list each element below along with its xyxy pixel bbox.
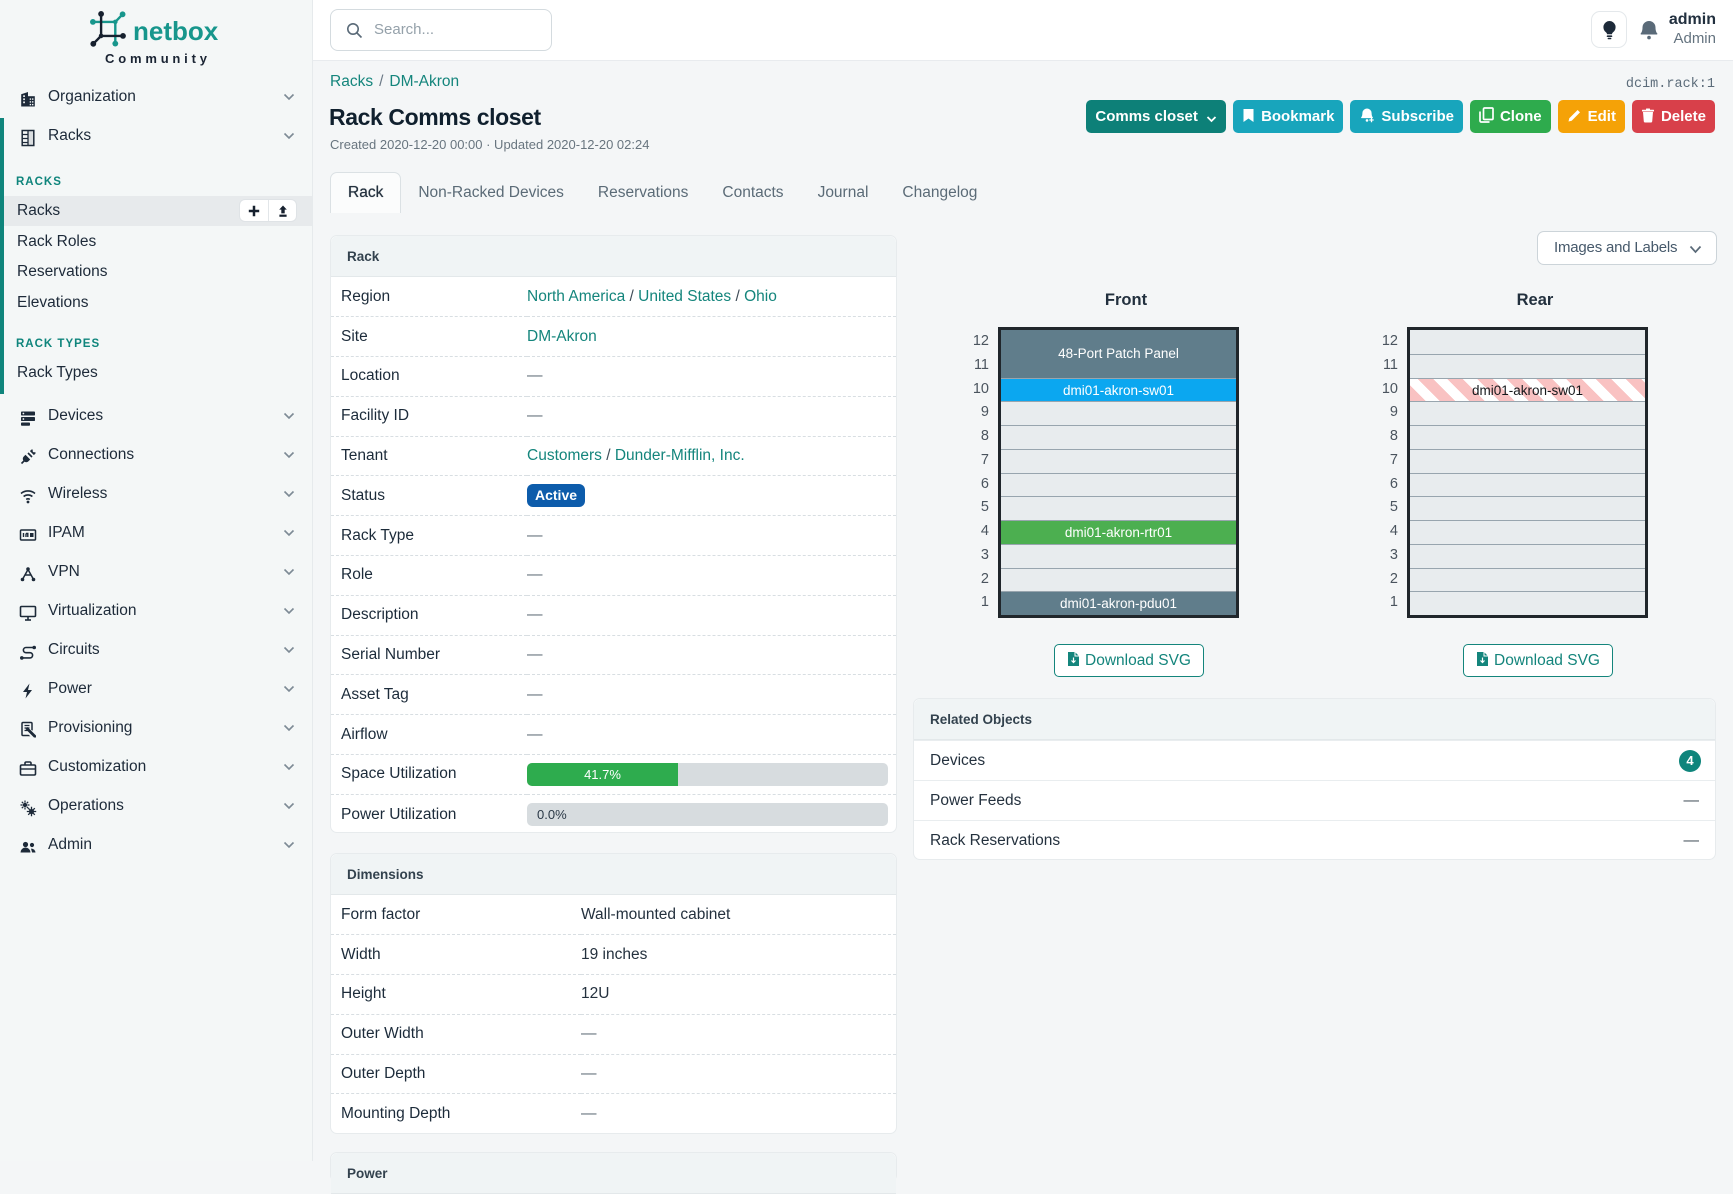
svg-text:netbox: netbox: [133, 16, 219, 46]
